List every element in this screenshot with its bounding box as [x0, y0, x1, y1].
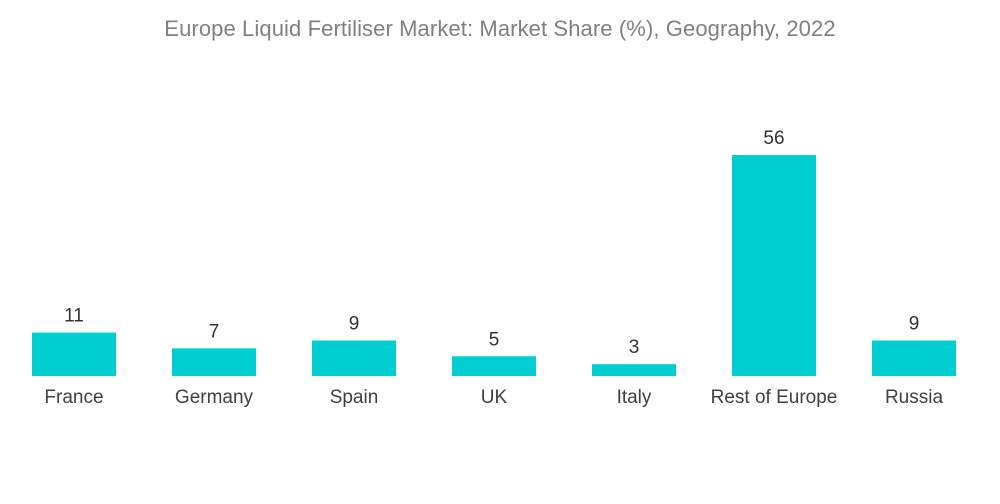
value-label-russia: 9 [909, 313, 920, 334]
value-label-spain: 9 [349, 313, 360, 334]
category-label-rest-of-europe: Rest of Europe [711, 387, 838, 408]
bar-italy [592, 364, 676, 376]
value-label-germany: 7 [209, 321, 220, 342]
value-label-italy: 3 [629, 337, 640, 358]
bar-germany [172, 348, 256, 376]
value-label-uk: 5 [489, 329, 500, 350]
category-label-uk: UK [481, 387, 508, 408]
category-label-france: France [44, 387, 103, 408]
value-label-france: 11 [64, 306, 84, 327]
value-label-rest-of-europe: 56 [763, 128, 784, 149]
category-label-germany: Germany [175, 387, 254, 408]
bar-france [32, 332, 116, 376]
bar-rest-of-europe [732, 155, 816, 376]
bar-uk [452, 356, 536, 376]
bar-russia [872, 340, 956, 376]
chart-title: Europe Liquid Fertiliser Market: Market … [164, 16, 836, 41]
category-label-spain: Spain [330, 387, 379, 408]
bar-spain [312, 340, 396, 376]
category-label-russia: Russia [885, 387, 944, 408]
category-label-italy: Italy [617, 387, 652, 408]
